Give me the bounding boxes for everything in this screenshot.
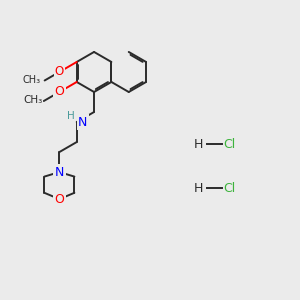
- Text: O: O: [55, 65, 64, 79]
- Text: H: H: [68, 111, 75, 121]
- Text: H: H: [194, 182, 203, 195]
- Text: CH₃: CH₃: [22, 76, 40, 85]
- Text: Cl: Cl: [224, 182, 236, 195]
- Text: H: H: [194, 138, 203, 151]
- Text: O: O: [54, 193, 64, 206]
- Text: O: O: [54, 85, 64, 98]
- Text: N: N: [78, 116, 88, 128]
- Text: CH₃: CH₃: [23, 95, 42, 105]
- Text: Cl: Cl: [224, 138, 236, 151]
- Text: N: N: [55, 166, 64, 178]
